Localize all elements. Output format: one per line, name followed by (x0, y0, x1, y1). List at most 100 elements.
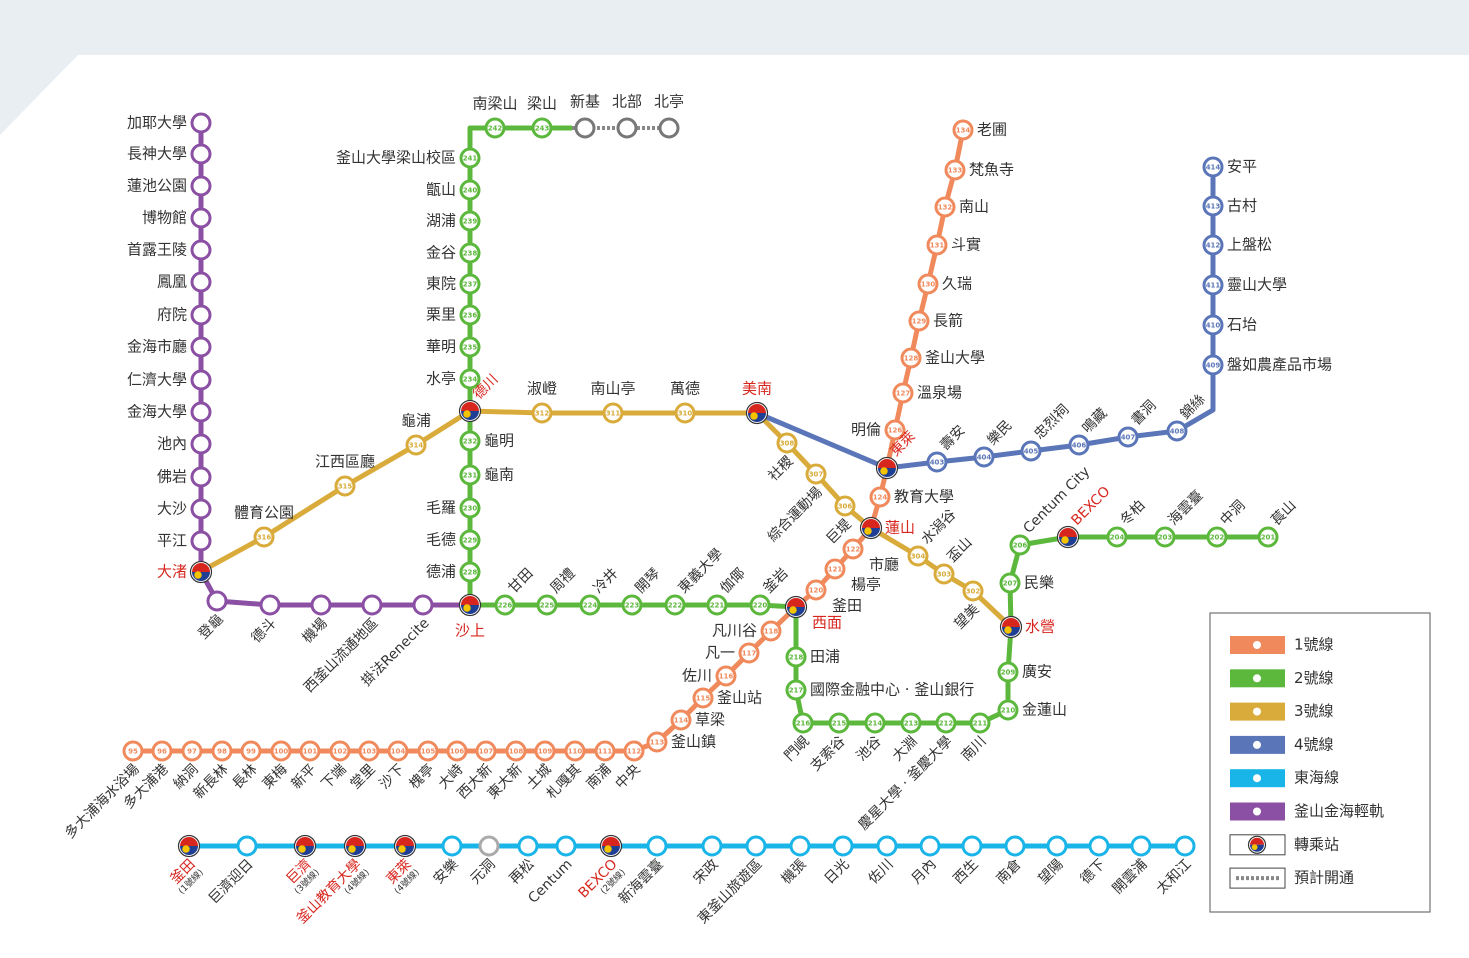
station-code: 121 (828, 566, 843, 574)
line-path (133, 129, 966, 754)
transfer-red (878, 459, 896, 468)
station (459, 561, 481, 583)
station (459, 430, 481, 452)
station-name: 釜山鎮 (671, 733, 716, 751)
station (211, 740, 233, 762)
station (240, 740, 262, 762)
station-code: 124 (873, 494, 888, 502)
transfer-icon (458, 399, 482, 423)
station (459, 242, 481, 264)
station (259, 594, 281, 616)
station (999, 572, 1021, 594)
station-code: 243 (535, 125, 550, 133)
station (190, 175, 212, 197)
station-name: 栗里 (426, 306, 456, 324)
station (834, 495, 856, 517)
station-name: 釜山大學梁山校區 (336, 149, 456, 167)
legend-dot (1253, 807, 1261, 816)
station-code: 134 (956, 127, 971, 135)
station-code: 225 (540, 602, 555, 610)
station-name: 水亭 (426, 370, 456, 388)
station (1202, 195, 1224, 217)
station (417, 740, 439, 762)
transfer-icon (999, 615, 1023, 639)
station (706, 594, 728, 616)
station (555, 835, 577, 857)
station (122, 740, 144, 762)
station-name: 佐川 (682, 667, 712, 685)
station-code: 212 (939, 720, 954, 728)
station (997, 699, 1019, 721)
station (1174, 835, 1196, 857)
station-name: 老圃 (977, 121, 1007, 139)
station-name: 萬德 (670, 380, 700, 398)
station-code: 126 (888, 427, 903, 435)
station (459, 179, 481, 201)
station-code: 308 (780, 440, 795, 448)
transfer-red (192, 563, 210, 572)
station (805, 579, 827, 601)
station-code: 218 (789, 654, 804, 662)
station (459, 497, 481, 519)
station (805, 463, 827, 485)
legend-label: 東海線 (1294, 769, 1339, 787)
transfer-yellow (864, 527, 872, 535)
station-code: 118 (764, 628, 779, 636)
station (536, 594, 558, 616)
station-code: 230 (463, 505, 478, 513)
station (579, 594, 601, 616)
station-name: 梵魚寺 (969, 161, 1014, 179)
station-name: 德浦 (426, 563, 456, 581)
station (646, 835, 668, 857)
transfer-yellow (463, 410, 471, 418)
station (517, 835, 539, 857)
station-name: 甑山 (426, 181, 456, 199)
station-code: 112 (627, 748, 642, 756)
station-name: 楊亭 (851, 576, 881, 594)
station-code: 236 (463, 312, 478, 320)
station-code: 221 (710, 602, 725, 610)
station-name: 池內 (157, 435, 187, 453)
station (621, 594, 643, 616)
transfer-yellow (298, 845, 306, 853)
station (387, 740, 409, 762)
station-code: 314 (409, 442, 424, 450)
transfer-yellow (463, 604, 471, 612)
station-code: 238 (463, 250, 478, 258)
station (692, 687, 714, 709)
station-code: 101 (303, 748, 318, 756)
station-code: 413 (1206, 203, 1221, 211)
station-code: 232 (463, 438, 478, 446)
station-name: 大渚 (157, 563, 187, 581)
station (190, 466, 212, 488)
station-code: 109 (538, 748, 553, 756)
legend-label: 2號線 (1294, 669, 1334, 687)
station (190, 336, 212, 358)
station-code: 96 (157, 748, 167, 756)
station-name: 明倫 (851, 421, 881, 439)
station-code: 97 (187, 748, 197, 756)
station-name: 鳳凰 (157, 273, 187, 291)
station (749, 594, 771, 616)
station-name: 北部 (612, 93, 642, 111)
planned-station (616, 117, 638, 139)
station (674, 402, 696, 424)
station-name: 仁濟大學 (127, 371, 187, 389)
station-code: 113 (650, 739, 665, 747)
station-name: 沙上 (455, 622, 485, 640)
station (190, 530, 212, 552)
station (869, 486, 891, 508)
station-code: 222 (668, 602, 683, 610)
station (446, 740, 468, 762)
planned-station (658, 117, 680, 139)
station (190, 207, 212, 229)
station (190, 433, 212, 455)
station-name: 石坮 (1227, 316, 1257, 334)
station (1202, 156, 1224, 178)
map-panel (0, 55, 1469, 958)
station-name: 金海大學 (127, 403, 187, 421)
transfer-icon (189, 560, 213, 584)
transfer-yellow (398, 845, 406, 853)
station-code: 104 (391, 748, 406, 756)
